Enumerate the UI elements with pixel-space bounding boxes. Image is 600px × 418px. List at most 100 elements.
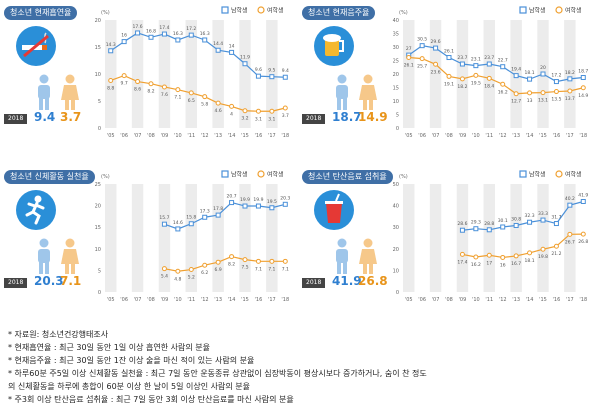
- data-point: [567, 88, 573, 94]
- data-label: 40.2: [565, 196, 575, 202]
- data-label: 23.7: [457, 55, 467, 61]
- panel-title: 청소년 신체활동 실천율: [4, 170, 95, 184]
- data-point: [242, 108, 248, 114]
- x-tick-label: '15: [539, 297, 547, 303]
- data-label: 15.7: [159, 215, 169, 221]
- data-point: [282, 105, 288, 111]
- x-tick-label: '08: [147, 133, 155, 139]
- data-label: 9.5: [268, 68, 275, 74]
- x-tick-label: '09: [459, 133, 467, 139]
- y-tick-label: 35: [393, 32, 399, 38]
- beer-icon: [314, 26, 354, 66]
- data-label: 14.9: [578, 93, 588, 99]
- x-tick-label: '12: [201, 133, 209, 139]
- data-point: [513, 222, 519, 228]
- legend-marker: [221, 170, 229, 178]
- data-label: 18.7: [578, 69, 588, 75]
- data-point: [580, 85, 586, 91]
- x-tick-label: '08: [445, 297, 453, 303]
- data-label: 16.3: [200, 31, 210, 37]
- y-tick-label: 20: [393, 72, 399, 78]
- data-label: 41.9: [578, 192, 588, 198]
- data-label: 7.1: [255, 266, 262, 272]
- panel-title: 청소년 현재흡연율: [4, 6, 78, 20]
- girl-value: 7.1: [60, 274, 82, 288]
- boy-value: 41.9: [332, 274, 362, 288]
- x-tick-label: '13: [214, 133, 222, 139]
- panel-soda: 청소년 탄산음료 섭취율 2018 41.9 26.8 0 10 20 30 40 50(…: [302, 168, 598, 316]
- data-label: 17.3: [200, 208, 210, 214]
- data-point: [540, 71, 546, 77]
- x-tick-label: '17: [268, 297, 276, 303]
- x-tick-label: '15: [539, 133, 547, 139]
- data-point: [148, 34, 154, 40]
- data-point: [269, 108, 275, 114]
- column-band: [239, 184, 251, 292]
- data-label: 17: [486, 260, 492, 266]
- panel-physical-activity: 청소년 신체활동 실천율 2018 20.3 7.1 0 5 10 15 20 25 (%)…: [4, 168, 300, 316]
- data-point: [580, 75, 586, 81]
- line-chart: 0 5 10 15 20 25 30 35 40(%) '05 '06 '07 '08 '09 '10 '11…: [393, 6, 588, 139]
- data-point: [282, 74, 288, 80]
- girl-value: 14.9: [358, 110, 388, 124]
- data-point: [419, 56, 425, 62]
- data-point: [255, 73, 261, 79]
- data-point: [446, 55, 452, 61]
- y-tick-label: 10: [95, 247, 101, 253]
- data-label: 19.5: [267, 199, 277, 205]
- data-label: 14.6: [173, 220, 183, 226]
- data-point: [473, 254, 479, 260]
- x-tick-label: '06: [418, 133, 426, 139]
- data-point: [580, 198, 586, 204]
- data-label: 32.3: [525, 213, 535, 219]
- x-tick-label: '16: [255, 133, 263, 139]
- data-label: 26.1: [444, 49, 454, 55]
- x-tick-label: '17: [566, 297, 574, 303]
- data-point: [229, 103, 235, 109]
- data-label: 13: [527, 98, 533, 104]
- column-band: [131, 20, 144, 128]
- data-point: [553, 221, 559, 227]
- data-label: 30.1: [498, 218, 508, 224]
- data-label: 6.5: [188, 98, 195, 104]
- column-band: [185, 184, 197, 292]
- y-tick-label: 15: [393, 86, 399, 92]
- data-point: [242, 257, 248, 263]
- soda-cup-icon: [314, 190, 354, 230]
- data-point: [433, 45, 439, 51]
- column-band: [212, 184, 224, 292]
- line-chart: 0 5 10 15 20 25(%) '05 '06 '07 '08 '09 '10 '11 '12 '13…: [95, 170, 290, 303]
- data-point: [486, 75, 492, 81]
- data-label: 7.1: [282, 266, 289, 272]
- y-tick-label: 10: [393, 99, 399, 105]
- footnotes: * 자료원: 청소년건강행태조사 * 현재흡연율 : 최근 30일 동안 1일 …: [8, 328, 598, 406]
- data-label: 33.3: [538, 211, 548, 217]
- data-label: 30.5: [417, 37, 427, 43]
- data-point: [161, 84, 167, 90]
- legend-label: 여학생: [565, 7, 582, 15]
- data-point: [269, 74, 275, 80]
- column-band: [185, 20, 197, 128]
- x-tick-label: '18: [579, 297, 587, 303]
- y-tick-label: 5: [98, 99, 101, 105]
- x-tick-label: '18: [579, 133, 587, 139]
- data-point: [540, 246, 546, 252]
- footnote-line: * 주3회 이상 탄산음료 섭취율 : 최근 7일 동안 3회 이상 탄산음료를…: [8, 395, 294, 404]
- footnote-line: 의 신체활동을 하루에 총합이 60분 이상 한 날이 5일 이상인 사람의 분…: [8, 382, 250, 391]
- y-tick-label: 10: [393, 268, 399, 274]
- panel-smoking: 청소년 현재흡연율 2018 9.4 3.7 0 5 10 15 20 (%) '05 '06…: [4, 4, 300, 152]
- x-tick-label: '09: [161, 133, 169, 139]
- column-band: [483, 184, 495, 292]
- data-point: [567, 76, 573, 82]
- column-band: [483, 20, 495, 128]
- data-point: [419, 43, 425, 49]
- column-band: [105, 184, 117, 292]
- data-point: [175, 226, 181, 232]
- x-tick-label: '10: [174, 133, 182, 139]
- data-label: 17.2: [551, 73, 561, 79]
- data-point: [175, 37, 181, 43]
- y-tick-label: 30: [393, 45, 399, 51]
- x-tick-label: '18: [281, 297, 289, 303]
- data-point: [229, 254, 235, 260]
- data-label: 16.7: [511, 261, 521, 267]
